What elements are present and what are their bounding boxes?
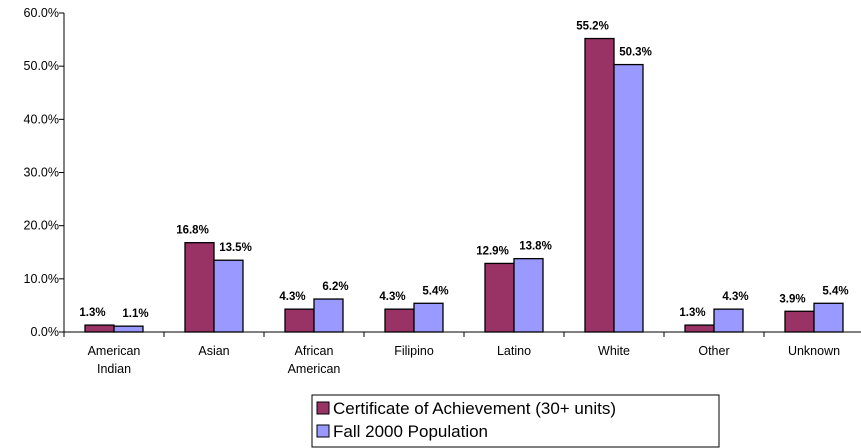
data-label: 13.8%: [519, 241, 552, 253]
bar-certificate: [484, 262, 515, 333]
legend-label: Fall 2000 Population: [333, 422, 488, 441]
bar-certificate: [84, 324, 115, 333]
data-label: 1.1%: [122, 308, 148, 320]
bar-certificate: [684, 324, 715, 333]
bar-population: [513, 257, 544, 333]
data-label: 4.3%: [379, 291, 405, 303]
bar-population: [613, 63, 644, 333]
bar-certificate: [284, 308, 315, 333]
x-category-label: Unknown: [788, 344, 840, 358]
bar-population: [413, 302, 444, 333]
x-category-label: American: [88, 344, 141, 358]
bar-population: [213, 259, 244, 333]
legend-label: Certificate of Achievement (30+ units): [333, 399, 616, 418]
bar-certificate: [184, 242, 215, 333]
axes: 0.0% 10.0% 20.0% 30.0% 40.0% 50.0% 60.0% Americ…: [24, 6, 861, 376]
data-label: 3.9%: [779, 293, 805, 305]
x-category-label: American: [288, 362, 341, 376]
x-category-label: Other: [698, 344, 729, 358]
data-label: 5.4%: [822, 285, 848, 297]
y-tick-label: 0.0%: [31, 325, 60, 339]
bar-population: [113, 325, 144, 333]
y-tick-label: 30.0%: [24, 166, 59, 180]
legend-swatch-certificate: [316, 401, 330, 415]
data-labels: 1.3% 1.1% 16.8% 13.5% 4.3% 6.2% 4.3% 5.4% 12.9% 1…: [79, 21, 848, 321]
bar-certificate: [384, 308, 415, 333]
data-label: 4.3%: [279, 291, 305, 303]
x-category-label: White: [598, 344, 630, 358]
y-tick-label: 60.0%: [24, 6, 59, 20]
data-label: 16.8%: [176, 225, 209, 237]
data-label: 50.3%: [619, 47, 652, 59]
bar-certificate: [584, 37, 615, 333]
bar-population: [813, 302, 844, 333]
data-label: 5.4%: [422, 285, 448, 297]
x-category-label: African: [295, 344, 334, 358]
data-label: 12.9%: [476, 245, 509, 257]
bar-population: [713, 308, 744, 333]
legend: Certificate of Achievement (30+ units) Fa…: [311, 394, 720, 448]
data-label: 55.2%: [576, 21, 609, 33]
data-label: 13.5%: [219, 242, 252, 254]
bars: [84, 37, 844, 333]
data-label: 4.3%: [722, 291, 748, 303]
bar-certificate: [784, 310, 815, 333]
y-tick-label: 20.0%: [24, 219, 59, 233]
x-category-label: Indian: [97, 362, 131, 376]
y-tick-label: 40.0%: [24, 112, 59, 126]
x-category-label: Filipino: [394, 344, 434, 358]
data-label: 1.3%: [79, 307, 105, 319]
x-category-label: Asian: [198, 344, 229, 358]
y-tick-label: 10.0%: [24, 272, 59, 286]
data-label: 1.3%: [679, 307, 705, 319]
x-category-label: Latino: [497, 344, 531, 358]
data-label: 6.2%: [322, 281, 348, 293]
y-tick-label: 50.0%: [24, 59, 59, 73]
legend-box: [311, 394, 720, 448]
bar-population: [313, 298, 344, 333]
legend-swatch-population: [316, 424, 330, 438]
